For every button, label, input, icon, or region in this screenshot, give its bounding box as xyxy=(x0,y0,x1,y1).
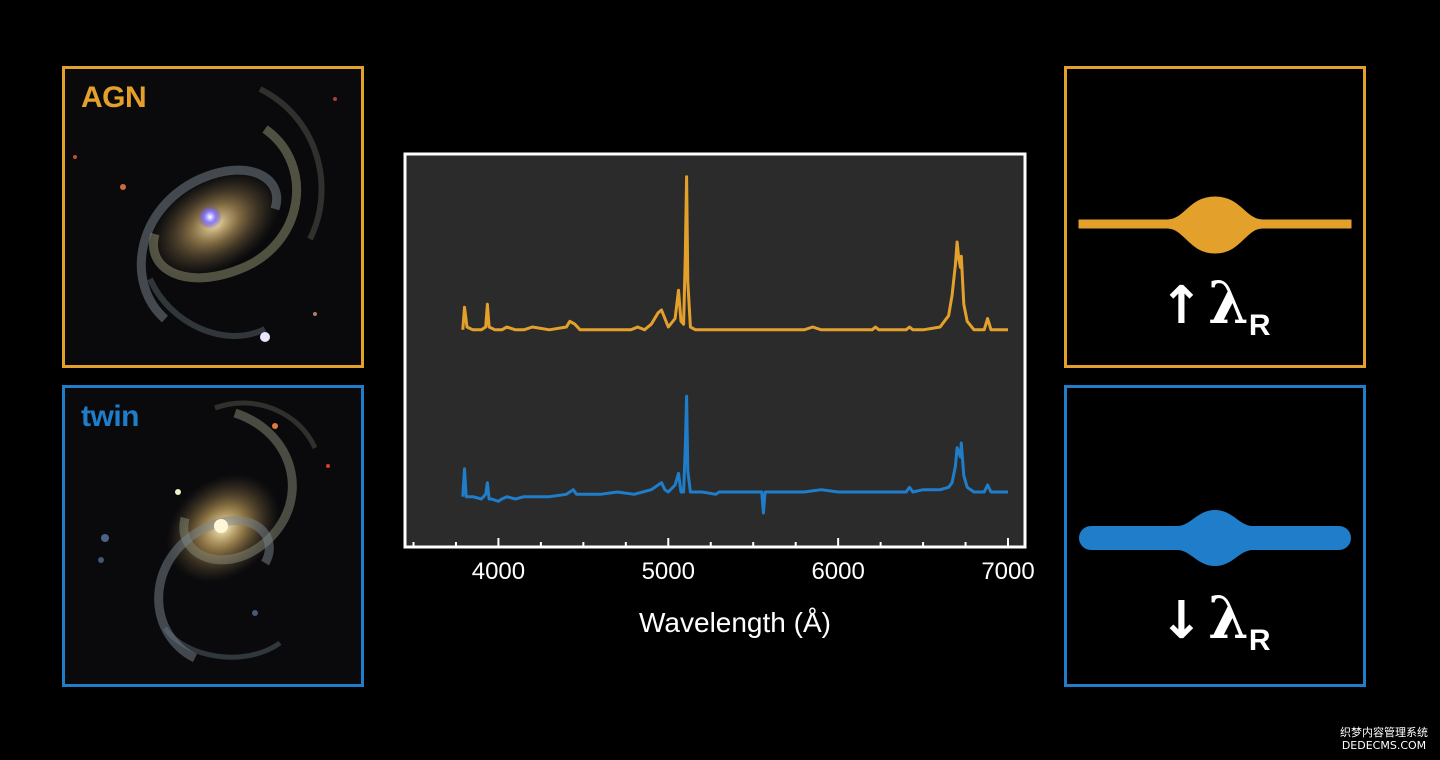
plot-frame xyxy=(403,152,1027,549)
spectrum-line-1 xyxy=(461,394,1008,515)
watermark-line1: 织梦内容管理系统 xyxy=(1340,726,1428,739)
twin-galaxy-image xyxy=(98,400,330,663)
watermark-line2: DEDECMS.COM xyxy=(1341,739,1427,752)
x-axis-label: Wavelength (Å) xyxy=(639,607,831,638)
up-arrow-icon: ↑ xyxy=(1159,276,1204,336)
x-tick-label: 7000 xyxy=(981,558,1034,585)
x-tick-label: 5000 xyxy=(642,558,695,585)
x-tick-label: 4000 xyxy=(472,558,525,585)
broad-line-profile-icon xyxy=(1079,510,1351,566)
agn-width-label: ↑ λR xyxy=(1067,269,1363,342)
agn-galaxy-image xyxy=(73,86,337,342)
agn-galaxy-panel: AGN xyxy=(62,66,364,368)
agn-width-panel: ↑ λR xyxy=(1064,66,1366,368)
watermark: 织梦内容管理系统 DEDECMS.COM xyxy=(1340,726,1428,752)
twin-width-label: ↓ λR xyxy=(1067,584,1363,657)
twin-galaxy-panel: twin xyxy=(62,385,364,687)
agn-label: AGN xyxy=(81,81,147,114)
spectrum-chart: 4000 5000 6000 7000 xyxy=(403,152,1035,585)
down-arrow-icon: ↓ xyxy=(1159,591,1204,651)
x-tick-label: 6000 xyxy=(811,558,864,585)
lambda-symbol: λ xyxy=(1208,584,1249,652)
lambda-subscript: R xyxy=(1248,624,1271,657)
narrow-line-profile-icon xyxy=(1078,196,1352,254)
twin-width-panel: ↓ λR xyxy=(1064,385,1366,687)
lambda-symbol: λ xyxy=(1208,269,1249,337)
spectrum-line-0 xyxy=(461,175,1008,332)
lambda-subscript: R xyxy=(1248,309,1271,342)
twin-label: twin xyxy=(81,400,140,433)
